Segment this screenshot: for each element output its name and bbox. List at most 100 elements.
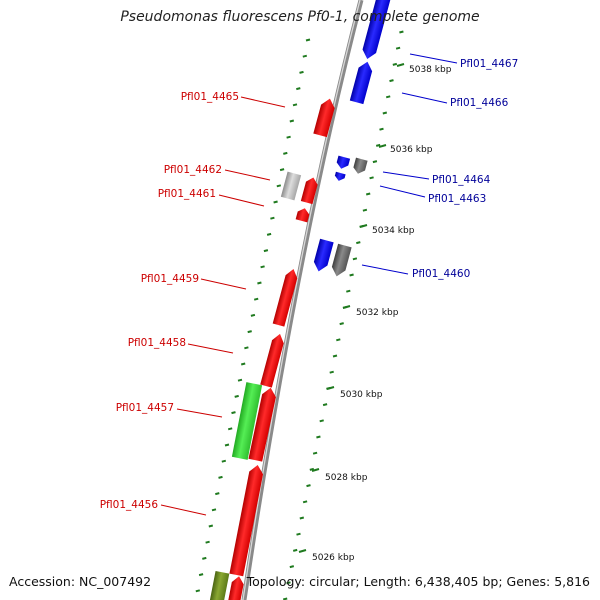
leader-4456 <box>160 504 207 516</box>
gene-label-pfl01-4464[interactable]: Pfl01_4464 <box>432 174 491 186</box>
tick-dot <box>263 249 269 253</box>
gene-pfl01-4463[interactable] <box>334 171 346 182</box>
gene-pfl01-4461[interactable] <box>295 207 311 223</box>
leader-4464 <box>382 171 430 180</box>
tick-dot <box>382 111 388 115</box>
kbp-label: 5026 kbp <box>312 553 355 563</box>
tick-track-left <box>195 38 311 593</box>
gene-track <box>208 0 391 600</box>
tick-dot <box>312 451 318 455</box>
tick-dot <box>369 176 374 180</box>
tick-dot <box>352 257 358 261</box>
tick-dot <box>237 378 243 382</box>
gene-label-pfl01-4463[interactable]: Pfl01_4463 <box>428 193 486 205</box>
gene-label-pfl01-4456[interactable]: Pfl01_4456 <box>100 499 159 511</box>
tick-dot <box>296 87 301 91</box>
gene-label-pfl01-4459[interactable]: Pfl01_4459 <box>141 273 199 285</box>
tick-dot <box>211 508 217 512</box>
gene-label-pfl01-4461[interactable]: Pfl01_4461 <box>158 188 216 200</box>
tick-dot <box>356 241 361 245</box>
tick-dot <box>292 103 298 107</box>
gene-pfl01-4457[interactable] <box>231 382 263 460</box>
leader-4460 <box>361 264 409 275</box>
gene-labels: Pfl01_4467 Pfl01_4466 Pfl01_4465 Pfl01_4… <box>100 58 519 511</box>
gene-label-pfl01-4467[interactable]: Pfl01_4467 <box>460 58 518 70</box>
tick-dot <box>218 475 223 479</box>
tick-dot <box>279 168 285 172</box>
gene-red-bottom[interactable] <box>227 575 245 600</box>
gene-label-pfl01-4460[interactable]: Pfl01_4460 <box>412 268 470 280</box>
genome-backbone-highlight <box>242 0 361 600</box>
tick-dot <box>319 419 324 423</box>
tick-dot <box>266 232 272 236</box>
tick-dot <box>372 160 378 164</box>
tick-dot <box>339 322 344 326</box>
kbp-label: 5028 kbp <box>325 473 368 483</box>
kbp-tick-mark <box>326 386 335 390</box>
tick-dot <box>270 216 275 220</box>
gene-pfl01-4459[interactable] <box>272 267 300 327</box>
leader-4457 <box>176 408 223 418</box>
kbp-tick-mark <box>378 144 387 148</box>
gene-pfl01-4456[interactable] <box>229 464 264 577</box>
tick-dot <box>399 30 404 34</box>
tick-dot <box>202 556 207 560</box>
kbp-label: 5038 kbp <box>409 65 452 75</box>
gene-gray-4460b[interactable] <box>330 243 352 279</box>
gene-label-pfl01-4457[interactable]: Pfl01_4457 <box>116 402 174 414</box>
gene-pfl01-4465[interactable] <box>313 97 336 138</box>
tick-dot <box>379 127 384 131</box>
tick-dot <box>208 524 214 528</box>
tick-dot <box>224 443 230 447</box>
gene-pfl01-4462[interactable] <box>280 171 302 201</box>
gene-label-pfl01-4466[interactable]: Pfl01_4466 <box>450 97 509 109</box>
kbp-label: 5032 kbp <box>356 308 399 318</box>
tick-dot <box>322 403 328 407</box>
gene-pfl01-4458[interactable] <box>260 332 286 388</box>
tick-dot <box>336 338 341 342</box>
gene-pfl01-4467[interactable] <box>360 0 391 61</box>
tick-dot <box>198 573 204 577</box>
tick-dot <box>250 313 256 317</box>
tick-dot <box>234 394 239 398</box>
gene-pfl01-4464[interactable] <box>335 155 351 171</box>
tick-dot <box>231 411 236 415</box>
tick-dot <box>329 370 334 374</box>
topology-label: Topology: circular; Length: 6,438,405 bp… <box>246 574 590 589</box>
leader-4463 <box>379 185 426 198</box>
kbp-label: 5030 kbp <box>340 390 383 400</box>
leader-4461 <box>218 194 265 207</box>
tick-dot <box>215 492 220 496</box>
tick-dot <box>283 151 288 155</box>
gene-pfl01-4460[interactable] <box>312 238 334 274</box>
gene-label-pfl01-4458[interactable]: Pfl01_4458 <box>128 337 186 349</box>
leader-4458 <box>187 343 234 354</box>
tick-dot <box>282 597 288 600</box>
gene-red-4462b[interactable] <box>300 176 319 205</box>
gene-red-4457b[interactable] <box>248 386 277 462</box>
gene-label-pfl01-4462[interactable]: Pfl01_4462 <box>164 164 222 176</box>
tick-dot <box>247 330 252 334</box>
genome-title: Pseudomonas fluorescens Pf0-1, complete … <box>120 9 480 25</box>
tick-dot <box>195 589 201 593</box>
tick-dot <box>292 548 298 552</box>
kbp-tick-mark <box>311 468 320 472</box>
leader-4466 <box>401 92 448 104</box>
tick-dot <box>375 143 381 147</box>
tick-dot <box>221 459 227 463</box>
gene-gray-small[interactable] <box>352 157 368 176</box>
gene-olive-bottom[interactable] <box>208 570 230 600</box>
tick-dot <box>349 273 354 277</box>
tick-dot <box>332 354 338 358</box>
kbp-tick-mark <box>298 549 307 553</box>
tick-dot <box>205 540 210 544</box>
gene-label-pfl01-4465[interactable]: Pfl01_4465 <box>181 91 239 103</box>
leader-4459 <box>200 278 247 290</box>
tick-dot <box>385 95 391 99</box>
gene-pfl01-4466[interactable] <box>349 60 374 105</box>
tick-track-right <box>282 30 404 600</box>
tick-dot <box>286 135 291 139</box>
tick-dot <box>289 119 295 123</box>
tick-dot <box>257 281 262 285</box>
